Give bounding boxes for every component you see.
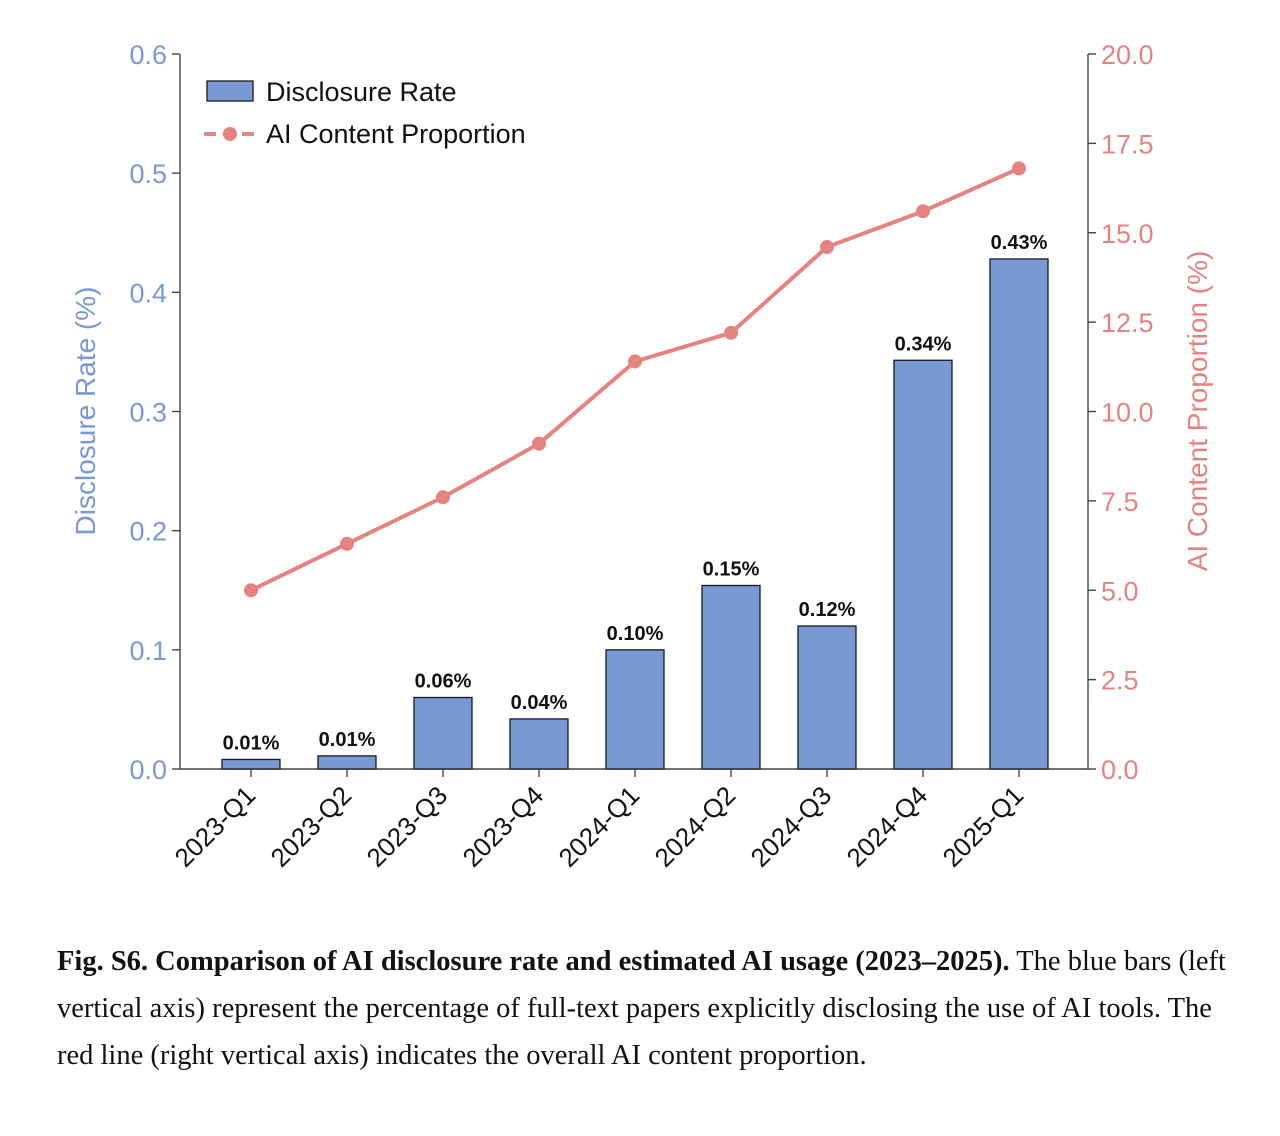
bar [989, 258, 1049, 770]
bar [797, 625, 857, 770]
bar-value-label: 0.01% [223, 732, 280, 754]
bar-value-label: 0.01% [319, 729, 376, 751]
x-tick-label: 2023-Q1 [168, 780, 261, 873]
y-right-axis-label: AI Content Proportion (%) [1182, 251, 1213, 572]
bar-value-label: 0.15% [703, 558, 760, 580]
legend-bar-swatch [206, 80, 254, 102]
y-left-tick-label: 0.1 [129, 636, 167, 666]
line-point [1012, 161, 1026, 176]
bar-value-label: 0.43% [991, 232, 1048, 254]
line-point [916, 204, 930, 219]
figure-caption: Fig. S6. Comparison of AI disclosure rat… [57, 938, 1232, 1079]
y-left-tick-label: 0.6 [129, 40, 167, 70]
x-tick-label: 2023-Q3 [360, 780, 453, 873]
line-point [532, 436, 546, 451]
y-right-tick-label: 0.0 [1101, 755, 1139, 785]
bar [605, 649, 665, 770]
y-left-axis-label: Disclosure Rate (%) [70, 287, 101, 536]
y-left-tick-label: 0.3 [129, 398, 167, 428]
bar-value-label: 0.12% [799, 599, 856, 621]
y-right-tick-label: 17.5 [1101, 129, 1154, 159]
y-right-tick-label: 10.0 [1101, 398, 1154, 428]
x-tick-label: 2024-Q4 [840, 780, 933, 873]
bar-value-label: 0.06% [415, 671, 472, 693]
bar-value-label: 0.34% [895, 333, 952, 355]
line-point [724, 325, 738, 340]
y-right-tick-label: 5.0 [1101, 576, 1139, 606]
line-point [244, 583, 258, 598]
legend-bar-label: Disclosure Rate [266, 77, 457, 107]
y-right-tick-label: 15.0 [1101, 219, 1154, 249]
bar [317, 755, 377, 770]
bar [893, 359, 953, 770]
bar [413, 696, 473, 770]
legend-line-label: AI Content Proportion [266, 119, 526, 149]
line-point [820, 240, 834, 255]
caption-title: Fig. S6. Comparison of AI disclosure rat… [57, 946, 1010, 977]
line-point [340, 536, 354, 551]
y-left-tick-label: 0.4 [129, 278, 167, 308]
bar [509, 718, 569, 770]
x-tick-label: 2024-Q1 [552, 780, 645, 873]
y-right-tick-label: 20.0 [1101, 40, 1154, 70]
bar-value-label: 0.04% [511, 692, 568, 714]
line-point [436, 490, 450, 505]
y-left-tick-label: 0.5 [129, 159, 167, 189]
dual-axis-chart: 0.0 0.1 0.2 0.3 0.4 0.5 0.6 0.0 2.5 5.0 7.5 10.0 12.… [70, 40, 1213, 873]
y-left-tick-label: 0.2 [129, 517, 167, 547]
x-tick-label: 2025-Q1 [936, 780, 1029, 873]
y-right-tick-label: 12.5 [1101, 308, 1154, 338]
bar [701, 584, 761, 770]
y-right-tick-label: 2.5 [1101, 666, 1139, 696]
x-tick-label: 2024-Q2 [648, 780, 741, 873]
bar [221, 758, 281, 770]
legend-line-marker [223, 127, 237, 141]
x-tick-label: 2024-Q3 [744, 780, 837, 873]
y-left-tick-label: 0.0 [129, 755, 167, 785]
x-tick-label: 2023-Q4 [456, 780, 549, 873]
bar-value-label: 0.10% [607, 623, 664, 645]
line-point [628, 354, 642, 369]
caption-text: The blue bars (left vertical axis) repre… [57, 946, 1226, 1071]
y-right-tick-label: 7.5 [1101, 487, 1139, 517]
x-tick-label: 2023-Q2 [264, 780, 357, 873]
